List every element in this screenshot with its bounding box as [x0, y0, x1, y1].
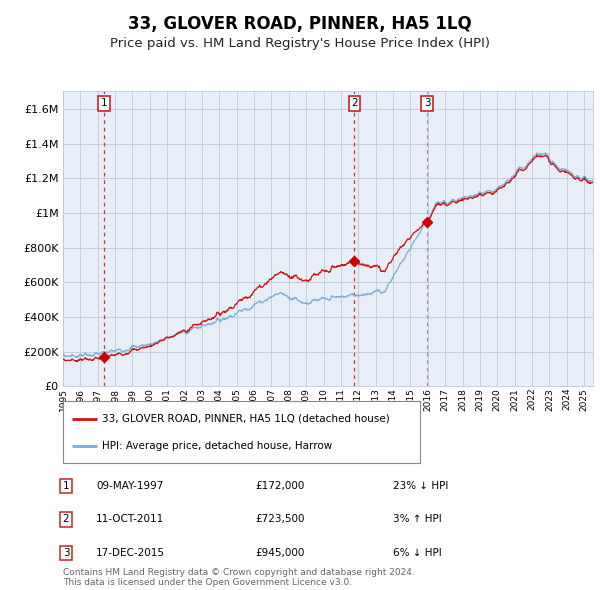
Text: 23% ↓ HPI: 23% ↓ HPI: [393, 481, 448, 491]
Text: 3: 3: [424, 99, 430, 108]
Text: 33, GLOVER ROAD, PINNER, HA5 1LQ: 33, GLOVER ROAD, PINNER, HA5 1LQ: [128, 15, 472, 33]
Text: 2: 2: [62, 514, 70, 525]
Text: 3: 3: [62, 548, 70, 558]
Text: This data is licensed under the Open Government Licence v3.0.: This data is licensed under the Open Gov…: [63, 578, 352, 587]
Text: HPI: Average price, detached house, Harrow: HPI: Average price, detached house, Harr…: [102, 441, 332, 451]
Text: Contains HM Land Registry data © Crown copyright and database right 2024.: Contains HM Land Registry data © Crown c…: [63, 568, 415, 577]
Text: 1: 1: [62, 481, 70, 491]
Text: 6% ↓ HPI: 6% ↓ HPI: [393, 548, 442, 558]
Text: 17-DEC-2015: 17-DEC-2015: [96, 548, 165, 558]
Text: Price paid vs. HM Land Registry's House Price Index (HPI): Price paid vs. HM Land Registry's House …: [110, 37, 490, 50]
Text: 3% ↑ HPI: 3% ↑ HPI: [393, 514, 442, 525]
Text: 09-MAY-1997: 09-MAY-1997: [96, 481, 163, 491]
Text: £172,000: £172,000: [255, 481, 304, 491]
Text: £945,000: £945,000: [255, 548, 304, 558]
Text: 33, GLOVER ROAD, PINNER, HA5 1LQ (detached house): 33, GLOVER ROAD, PINNER, HA5 1LQ (detach…: [102, 414, 390, 424]
Text: £723,500: £723,500: [255, 514, 305, 525]
Text: 1: 1: [101, 99, 107, 108]
Text: 2: 2: [351, 99, 358, 108]
Text: 11-OCT-2011: 11-OCT-2011: [96, 514, 164, 525]
